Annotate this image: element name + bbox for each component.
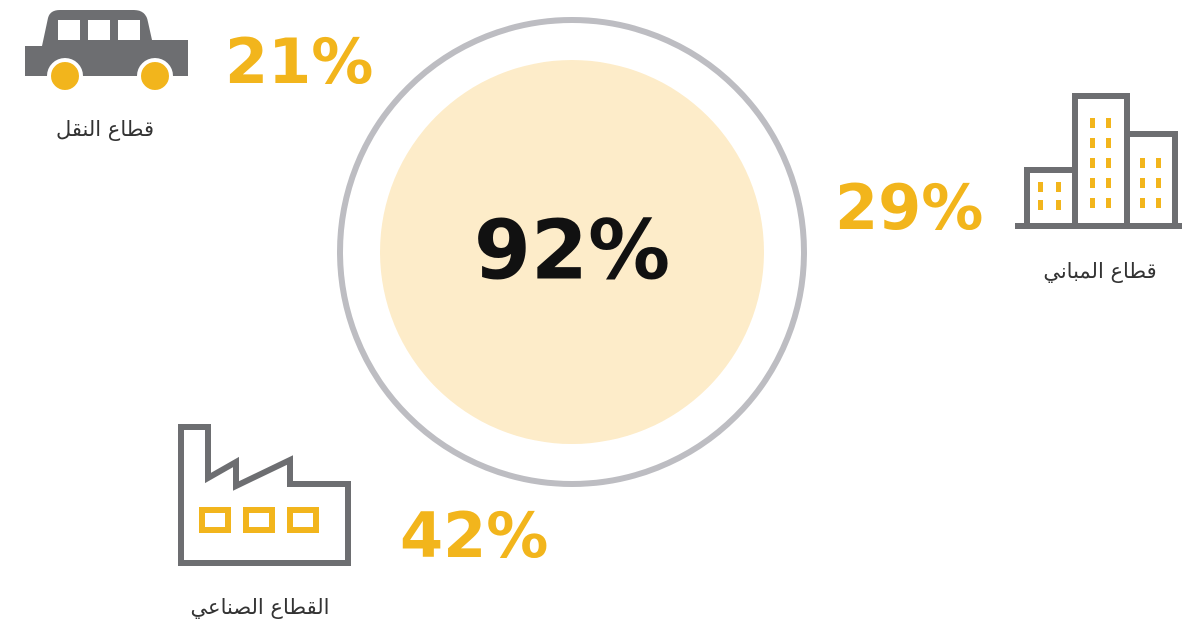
transport-value: 21% <box>225 25 373 98</box>
industry-label: القطاع الصناعي <box>191 595 330 619</box>
buildings-value: 29% <box>835 171 983 244</box>
center-value: 92% <box>474 203 670 298</box>
factory-icon <box>178 424 351 566</box>
building-windows <box>1038 118 1161 210</box>
industry-value: 42% <box>400 499 548 572</box>
factory-windows <box>199 507 319 533</box>
transport-label: قطاع النقل <box>56 117 154 141</box>
car-icon <box>25 10 188 94</box>
building-icon <box>1015 93 1182 229</box>
outer-ring <box>337 17 807 487</box>
buildings-label: قطاع المباني <box>1043 259 1156 283</box>
inner-disc <box>380 60 764 444</box>
